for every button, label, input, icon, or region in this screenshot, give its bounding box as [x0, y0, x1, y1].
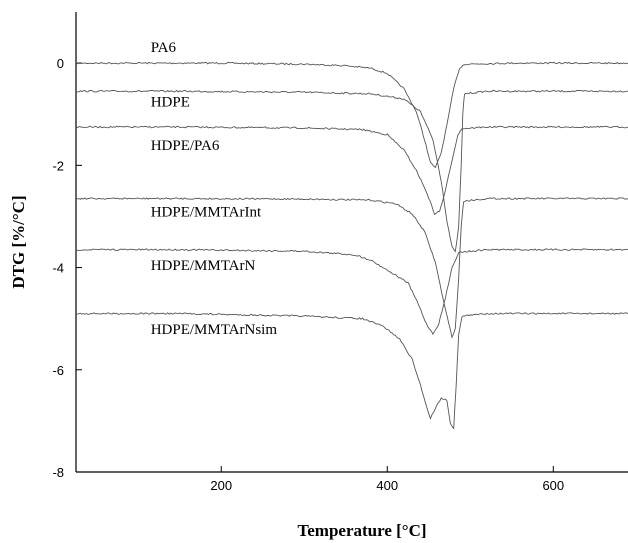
series-group — [75, 61, 628, 430]
series-label-4: HDPE/MMTArN — [151, 258, 256, 274]
series-line-2 — [75, 125, 628, 216]
series-line-1 — [75, 89, 628, 253]
x-tick-label: 200 — [210, 478, 232, 493]
series-line-4 — [75, 248, 628, 335]
series-line-0 — [75, 61, 628, 169]
ticks: 200 400 600 0 -2 -4 -6 -8 — [52, 56, 564, 493]
x-tick-label: 400 — [376, 478, 398, 493]
series-line-3 — [75, 197, 628, 339]
series-label-0: PA6 — [151, 40, 177, 56]
series-label-2: HDPE/PA6 — [151, 138, 220, 154]
y-tick-label: -2 — [52, 158, 64, 173]
y-axis-title: DTG [%/°C] — [9, 195, 28, 288]
y-tick-label: -8 — [52, 465, 64, 480]
series-label-1: HDPE — [151, 95, 190, 111]
series-labels: PA6 HDPE HDPE/PA6 HDPE/MMTArInt HDPE/MMTArN H… — [151, 40, 278, 338]
x-tick-label: 600 — [542, 478, 564, 493]
y-tick-label: 0 — [57, 56, 64, 71]
axes — [75, 12, 628, 473]
series-label-5: HDPE/MMTArNsim — [151, 322, 278, 338]
series-label-3: HDPE/MMTArInt — [151, 204, 262, 220]
series-line-5 — [75, 312, 628, 430]
y-tick-label: -6 — [52, 363, 64, 378]
y-tick-label: -4 — [52, 261, 64, 276]
x-axis-title: Temperature [°C] — [297, 521, 426, 540]
